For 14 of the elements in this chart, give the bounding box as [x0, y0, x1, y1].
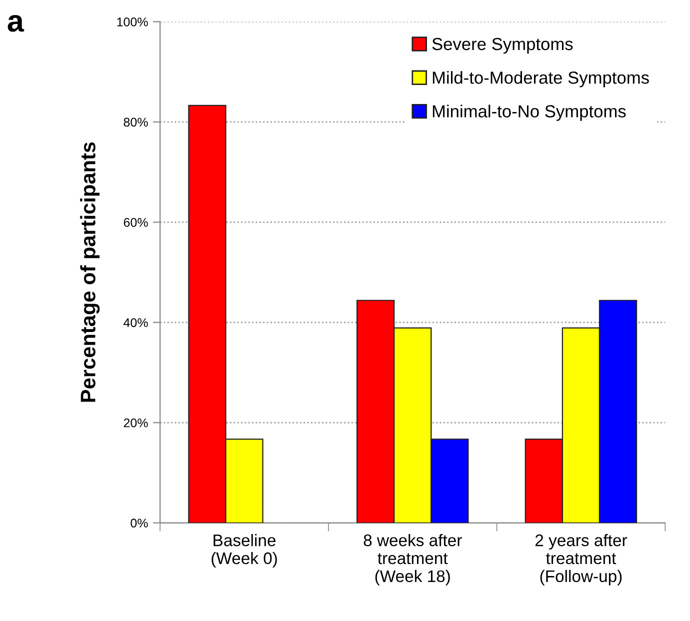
y-tick-label: 80% — [124, 118, 148, 127]
y-tick-label: 20% — [124, 418, 148, 428]
y-tick-label: 60% — [124, 218, 148, 227]
y-tick-label: 40% — [124, 318, 148, 328]
legend-label: Severe Symptoms — [432, 38, 573, 54]
x-tick-label: 8 weeks after treatment (Week 18) — [364, 534, 462, 586]
legend-label: Mild-to-Moderate Symptoms — [432, 71, 649, 88]
y-tick-label: 100% — [117, 18, 148, 26]
x-tick-label: 2 years after treatment (Follow-up) — [536, 534, 628, 586]
x-tick-label: Baseline (Week 0) — [212, 534, 277, 568]
y-tick-label: 0% — [130, 518, 148, 528]
text: a — [8, 15, 24, 32]
legend-label: Minimal-to-No Symptoms — [432, 104, 626, 121]
y-axis-title: Percentage of participants — [80, 142, 100, 402]
